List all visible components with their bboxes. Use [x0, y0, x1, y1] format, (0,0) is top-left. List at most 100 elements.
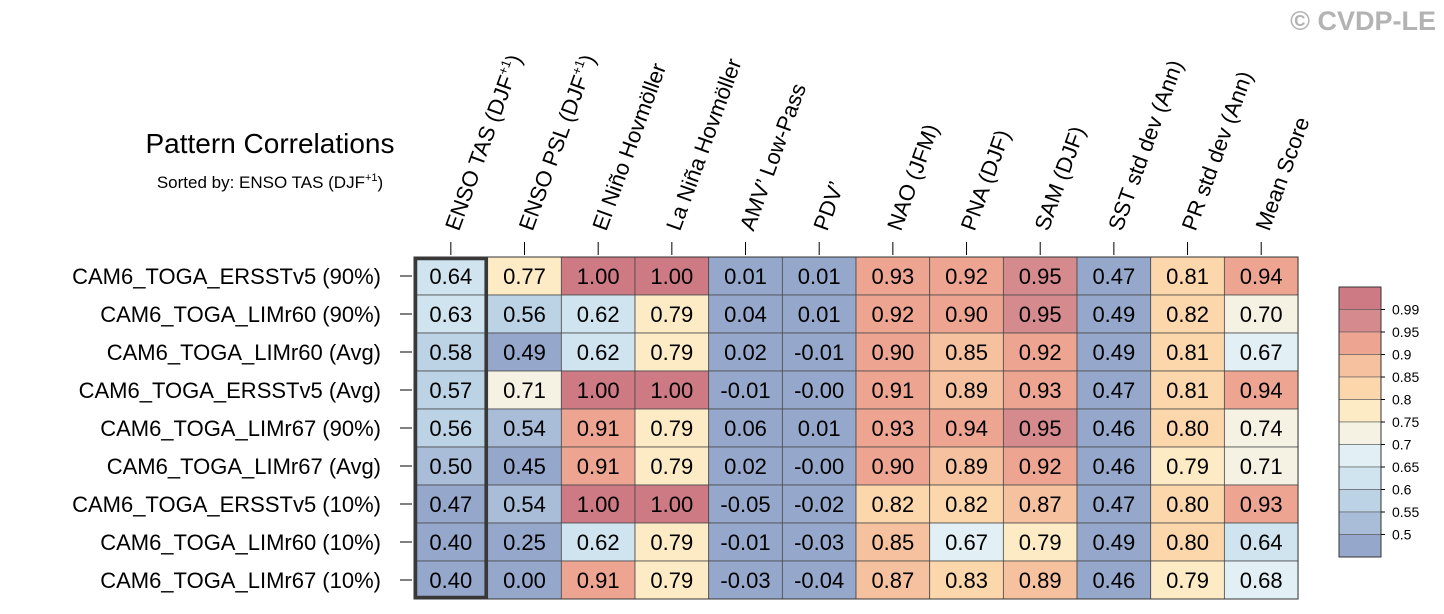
heatmap-cell: [1150, 408, 1225, 448]
heatmap-cell: [413, 446, 489, 486]
column-label: ENSO PSL (DJF+1): [513, 51, 601, 234]
heatmap-cell: [929, 522, 1004, 562]
cell-value-label: 0.47: [1092, 492, 1135, 517]
cell-value-label: 0.79: [1019, 530, 1062, 555]
cell-value-label: 0.79: [650, 530, 693, 555]
cell-value-label: 0.49: [503, 340, 546, 365]
heatmap-cell: [929, 332, 1004, 372]
cell-value-label: 0.77: [503, 264, 546, 289]
cell-value-label: 0.40: [429, 530, 472, 555]
colorbar-segment: [1338, 354, 1382, 378]
cell-value-label: 0.89: [945, 378, 988, 403]
heatmap-cell: [1223, 370, 1299, 410]
column-label: SST std dev (Ann): [1103, 57, 1188, 234]
cell-value-label: 0.56: [429, 416, 472, 441]
cell-value-label: 0.47: [1092, 264, 1135, 289]
colorbar-label: 0.7: [1392, 437, 1412, 453]
colorbar-label: 0.65: [1392, 459, 1419, 475]
heatmap-cell: [855, 522, 931, 562]
heatmap-cell: [1223, 522, 1299, 562]
cell-value-label: -0.00: [794, 378, 844, 403]
cell-value-label: -0.04: [794, 568, 844, 593]
cell-value-label: 0.79: [650, 454, 693, 479]
cell-value-label: 0.90: [871, 340, 914, 365]
heatmap-cell: [1150, 484, 1225, 524]
cell-value-label: -0.00: [794, 454, 844, 479]
cell-value-label: 1.00: [577, 378, 620, 403]
cell-value-label: 1.00: [650, 378, 693, 403]
heatmap-cell: [1002, 446, 1078, 486]
heatmap-cell: [1002, 484, 1078, 524]
cell-value-label: 0.62: [577, 340, 620, 365]
heatmap-cell: [560, 446, 636, 486]
cell-value-label: 0.93: [1019, 378, 1062, 403]
heatmap-cell: [634, 560, 710, 600]
cell-value-label: 0.79: [1166, 568, 1209, 593]
cell-value-label: 0.46: [1092, 568, 1135, 593]
heatmap-cell: [1002, 522, 1078, 562]
column-label: PR std dev (Ann): [1177, 68, 1258, 234]
cell-value-label: 0.00: [503, 568, 546, 593]
heatmap-cell: [708, 484, 783, 524]
colorbar-label: 0.6: [1392, 482, 1412, 498]
colorbar-segment: [1338, 534, 1382, 558]
row-label: CAM6_TOGA_LIMr67 (90%): [100, 416, 381, 441]
cell-value-label: 0.01: [798, 416, 841, 441]
heatmap-cell: [413, 256, 489, 296]
cell-value-label: 1.00: [650, 492, 693, 517]
cell-value-label: 0.79: [650, 340, 693, 365]
cell-value-label: 0.01: [798, 264, 841, 289]
row-label: CAM6_TOGA_LIMr60 (Avg): [107, 340, 381, 365]
heatmap-cell: [634, 484, 710, 524]
colorbar-segment: [1338, 421, 1382, 445]
heatmap-cell: [1076, 484, 1152, 524]
heatmap-cell: [929, 446, 1004, 486]
heatmap-cell: [1150, 560, 1225, 600]
heatmap-cell: [560, 522, 636, 562]
cell-value-label: 0.93: [1240, 492, 1283, 517]
heatmap-cell: [1076, 522, 1152, 562]
row-label: CAM6_TOGA_ERSSTv5 (10%): [72, 492, 381, 517]
colorbar-segment: [1338, 286, 1382, 310]
cell-value-label: 0.91: [577, 416, 620, 441]
colorbar-segment: [1338, 466, 1382, 490]
cell-value-label: 0.92: [945, 264, 988, 289]
heatmap-cell: [708, 294, 783, 334]
cell-value-label: 0.62: [577, 530, 620, 555]
cell-value-label: 0.80: [1166, 530, 1209, 555]
colorbar-segment: [1338, 376, 1382, 400]
heatmap-cell: [1076, 370, 1152, 410]
heatmap-cell: [708, 370, 783, 410]
heatmap-cell: [634, 522, 710, 562]
cell-value-label: -0.05: [720, 492, 770, 517]
heatmap-cell: [487, 560, 562, 600]
heatmap-cell: [708, 446, 783, 486]
cell-value-label: 0.95: [1019, 416, 1062, 441]
cell-value-label: 0.74: [1240, 416, 1283, 441]
heatmap-cell: [413, 370, 489, 410]
heatmap-cell: [855, 560, 931, 600]
colorbar-label: 0.75: [1392, 414, 1419, 430]
cell-value-label: 0.04: [724, 302, 767, 327]
cell-value-label: 0.93: [871, 264, 914, 289]
cell-value-label: 0.02: [724, 454, 767, 479]
cell-value-label: 0.91: [577, 568, 620, 593]
heatmap-cell: [929, 294, 1004, 334]
cell-value-label: 0.06: [724, 416, 767, 441]
cell-value-label: 0.94: [1240, 378, 1283, 403]
sorted-column-highlight: [413, 256, 488, 600]
column-label: El Niño Hovmöller: [587, 60, 671, 234]
cell-value-label: 0.71: [1240, 454, 1283, 479]
colorbar-segment: [1338, 444, 1382, 468]
heatmap-cell: [1150, 332, 1225, 372]
heatmap-cell: [1002, 408, 1078, 448]
colorbar-segment: [1338, 511, 1382, 535]
cell-value-label: 0.01: [724, 264, 767, 289]
watermark-text: © CVDP-LE: [1290, 6, 1436, 36]
cell-value-label: 0.82: [1166, 302, 1209, 327]
cell-value-label: 0.82: [871, 492, 914, 517]
chart-title: Pattern Correlations: [145, 128, 394, 159]
heatmap-cell: [1076, 294, 1152, 334]
row-label: CAM6_TOGA_LIMr67 (10%): [100, 568, 381, 593]
row-label: CAM6_TOGA_LIMr67 (Avg): [107, 454, 381, 479]
